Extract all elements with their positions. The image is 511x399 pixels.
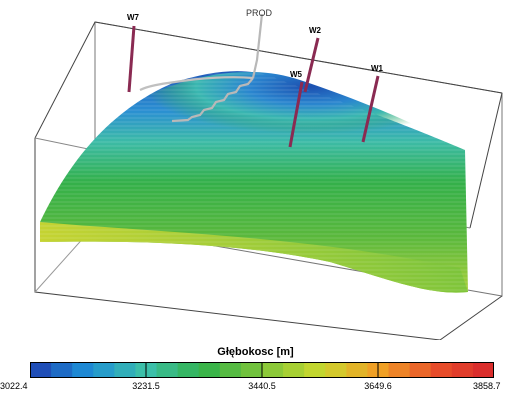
colorbar-segment bbox=[72, 362, 94, 378]
colorbar-tick-label: 3022.4 bbox=[0, 381, 28, 391]
bounding-box-front bbox=[94, 21, 503, 94]
colorbar-segment bbox=[262, 362, 284, 378]
well-w5: W5 bbox=[288, 70, 304, 148]
well-label: W7 bbox=[127, 13, 140, 22]
colorbar-segment bbox=[388, 362, 411, 378]
colorbar-tick-label: 3440.5 bbox=[248, 381, 276, 391]
colorbar-tick-label: 3231.5 bbox=[132, 381, 160, 391]
colorbar-segment bbox=[114, 362, 136, 378]
colorbar-segment bbox=[93, 362, 115, 378]
colorbar-segment bbox=[451, 362, 474, 378]
reservoir-3d-scene: W7 PROD W2 W5 W1 bbox=[34, 8, 503, 340]
prod-trajectory bbox=[139, 13, 264, 123]
colorbar-segment bbox=[472, 362, 494, 378]
well-prod-label: PROD bbox=[246, 8, 273, 18]
colorbar-title: Głębokosc [m] bbox=[217, 346, 294, 358]
well-w2: W2 bbox=[303, 26, 322, 93]
colorbar-segment bbox=[325, 362, 347, 378]
colorbar-segment bbox=[51, 362, 73, 378]
colorbar-segment bbox=[430, 362, 453, 378]
colorbar-segment bbox=[156, 362, 179, 378]
colorbar-segment bbox=[30, 362, 52, 378]
colorbar-segment bbox=[304, 362, 326, 378]
colorbar-segment bbox=[240, 362, 263, 378]
colorbar-tick-label: 3649.6 bbox=[364, 381, 392, 391]
colorbar-tick-label: 3858.7 bbox=[473, 381, 501, 391]
depth-surface bbox=[40, 71, 468, 293]
well-w1: W1 bbox=[361, 64, 384, 143]
well-label: W1 bbox=[371, 64, 384, 73]
well-w7: W7 bbox=[127, 13, 140, 93]
well-label: W2 bbox=[309, 26, 322, 35]
colorbar-segment bbox=[346, 362, 368, 378]
colorbar-segment bbox=[219, 362, 242, 378]
depth-colorbar bbox=[30, 362, 494, 378]
colorbar-segment bbox=[177, 362, 200, 378]
colorbar-segment bbox=[198, 362, 221, 378]
colorbar-border bbox=[30, 362, 494, 378]
well-label: W5 bbox=[290, 70, 303, 79]
colorbar-segment bbox=[283, 362, 305, 378]
colorbar-segment bbox=[409, 362, 432, 378]
well-label: PROD bbox=[246, 8, 273, 18]
